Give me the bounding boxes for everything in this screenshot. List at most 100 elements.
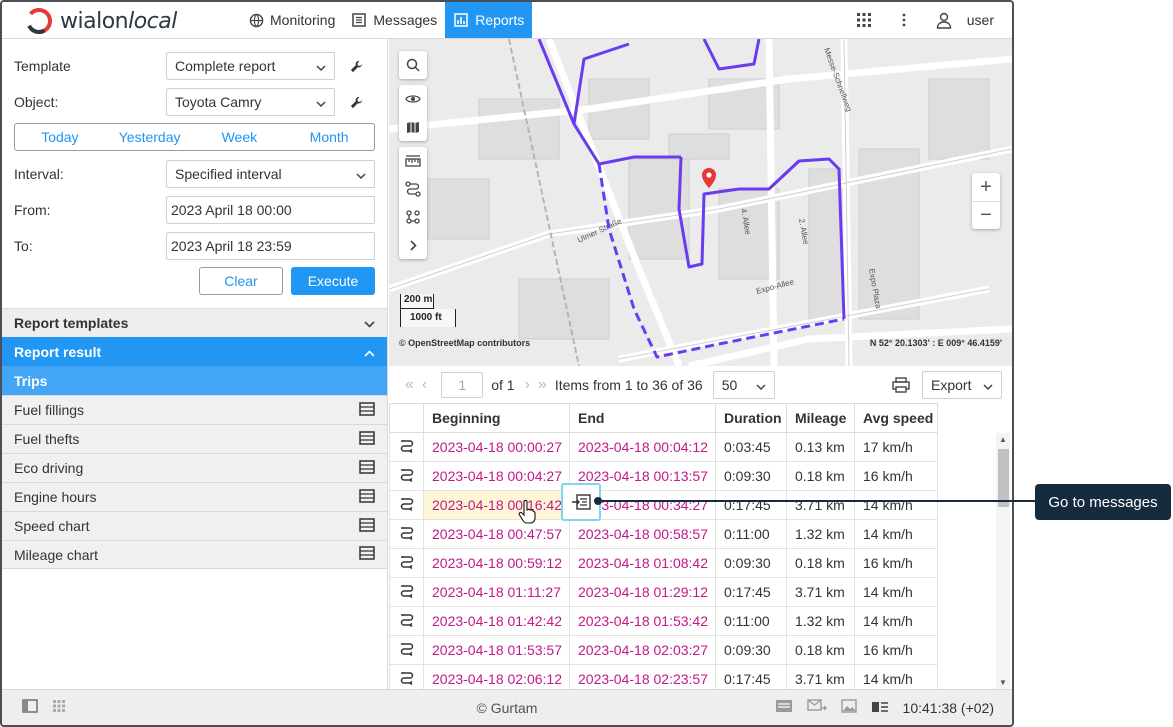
cell-beginning[interactable]: 2023-04-18 00:47:57 <box>423 519 570 549</box>
report-templates-header[interactable]: Report templates <box>2 308 387 337</box>
table-row[interactable]: 2023-04-18 00:59:12 2023-04-18 01:08:42 0:… <box>389 548 938 578</box>
trip-icon[interactable] <box>389 519 424 549</box>
report-result-header[interactable]: Report result <box>2 337 387 366</box>
cell-beginning[interactable]: 2023-04-18 00:04:27 <box>423 461 570 491</box>
cell-beginning[interactable]: 2023-04-18 01:53:57 <box>423 635 570 665</box>
page-input[interactable]: 1 <box>441 371 484 398</box>
cell-end[interactable]: 2023-04-18 01:53:42 <box>569 606 716 636</box>
eye-icon[interactable] <box>399 85 427 113</box>
last-page-icon[interactable]: » <box>537 375 547 393</box>
table-scrollbar[interactable]: ▲ ▼ <box>996 433 1010 689</box>
sidebar-toggle-icon[interactable] <box>22 699 38 716</box>
table-row[interactable]: 2023-04-18 01:42:42 2023-04-18 01:53:42 0:… <box>389 606 938 636</box>
tooltip-leader-line <box>598 500 1035 502</box>
report-item-eco-driving[interactable]: Eco driving <box>2 453 387 482</box>
table-view-icon[interactable] <box>359 488 375 506</box>
report-item-speed-chart[interactable]: Speed chart <box>2 511 387 540</box>
report-item-fuel-fillings[interactable]: Fuel fillings <box>2 395 387 424</box>
user-menu[interactable]: user <box>935 11 994 29</box>
print-icon[interactable] <box>889 374 913 396</box>
trip-icon[interactable] <box>389 461 424 491</box>
scroll-thumb[interactable] <box>998 449 1009 507</box>
table-view-icon[interactable] <box>359 430 375 448</box>
column-header-duration[interactable]: Duration <box>715 403 787 433</box>
ruler-icon[interactable] <box>399 147 427 175</box>
table-view-icon[interactable] <box>359 517 375 535</box>
notifications-icon[interactable] <box>775 699 793 716</box>
column-header-mileage[interactable]: Mileage <box>786 403 855 433</box>
cell-beginning[interactable]: 2023-04-18 00:16:42 <box>423 490 570 520</box>
cell-beginning[interactable]: 2023-04-18 00:00:27 <box>423 432 570 462</box>
report-item-engine-hours[interactable]: Engine hours <box>2 482 387 511</box>
first-page-icon[interactable]: « <box>405 375 414 393</box>
report-item-fuel-thefts[interactable]: Fuel thefts <box>2 424 387 453</box>
cell-beginning[interactable]: 2023-04-18 00:59:12 <box>423 548 570 578</box>
today-button[interactable]: Today <box>41 129 79 145</box>
per-page-select[interactable]: 50 <box>712 370 775 399</box>
cell-end[interactable]: 2023-04-18 00:58:57 <box>569 519 716 549</box>
route-icon[interactable] <box>399 175 427 203</box>
nav-messages[interactable]: Messages <box>343 2 445 38</box>
next-page-icon[interactable]: › <box>524 375 530 393</box>
yesterday-button[interactable]: Yesterday <box>118 129 181 145</box>
trip-icon[interactable] <box>389 432 424 462</box>
to-field[interactable]: 2023 April 18 23:59 <box>166 232 375 260</box>
map-search-icon[interactable] <box>399 51 427 79</box>
from-field[interactable]: 2023 April 18 00:00 <box>166 196 375 224</box>
map-layers-icon[interactable] <box>399 113 427 141</box>
execute-button[interactable]: Execute <box>291 267 375 295</box>
cell-end[interactable]: 2023-04-18 01:29:12 <box>569 577 716 607</box>
table-view-icon[interactable] <box>359 546 375 563</box>
object-select[interactable]: Toyota Camry <box>166 88 335 116</box>
image-icon[interactable] <box>840 699 857 716</box>
wrench-icon[interactable] <box>341 52 371 80</box>
report-item-trips[interactable]: Trips <box>2 366 387 395</box>
week-button[interactable]: Week <box>221 129 258 145</box>
cell-end[interactable]: 2023-04-18 02:03:27 <box>569 635 716 665</box>
nav-monitoring[interactable]: Monitoring <box>240 2 343 38</box>
table-view-icon[interactable] <box>359 401 375 419</box>
table-row[interactable]: 2023-04-18 00:16:42 2023-04-18 00:34:27 0:… <box>389 490 938 520</box>
more-menu-icon[interactable] <box>895 11 913 29</box>
report-item-mileage-chart[interactable]: Mileage chart <box>2 540 387 569</box>
waypoints-icon[interactable] <box>399 203 427 231</box>
wrench-icon[interactable] <box>341 88 371 116</box>
cell-end[interactable]: 2023-04-18 00:04:12 <box>569 432 716 462</box>
export-select[interactable]: Export <box>922 371 1002 399</box>
table-row[interactable]: 2023-04-18 01:11:27 2023-04-18 01:29:12 0:… <box>389 577 938 607</box>
location-pin-icon[interactable] <box>702 168 716 188</box>
zoom-out-button[interactable]: − <box>972 201 1000 229</box>
interval-select[interactable]: Specified interval <box>166 160 375 188</box>
nav-reports[interactable]: Reports <box>445 2 533 38</box>
cell-end[interactable]: 2023-04-18 01:08:42 <box>569 548 716 578</box>
clear-button[interactable]: Clear <box>199 267 283 295</box>
column-header-end[interactable]: End <box>569 403 716 433</box>
trip-icon[interactable] <box>389 490 424 520</box>
cell-beginning[interactable]: 2023-04-18 01:11:27 <box>423 577 570 607</box>
table-view-icon[interactable] <box>359 459 375 477</box>
month-button[interactable]: Month <box>309 129 349 145</box>
trip-icon[interactable] <box>389 635 424 665</box>
chevron-right-icon[interactable] <box>399 231 427 259</box>
trip-icon[interactable] <box>389 548 424 578</box>
table-row[interactable]: 2023-04-18 00:47:57 2023-04-18 00:58:57 0:… <box>389 519 938 549</box>
column-header-beginning[interactable]: Beginning <box>423 403 570 433</box>
scroll-up-icon[interactable]: ▲ <box>999 435 1007 444</box>
scroll-down-icon[interactable]: ▼ <box>999 678 1007 687</box>
unit-panel-icon[interactable] <box>871 700 889 716</box>
table-row[interactable]: 2023-04-18 01:53:57 2023-04-18 02:03:27 0:… <box>389 635 938 665</box>
grid-layout-icon[interactable] <box>52 699 66 716</box>
zoom-in-button[interactable]: + <box>980 175 992 198</box>
apps-grid-icon[interactable] <box>855 11 873 29</box>
trip-icon[interactable] <box>389 577 424 607</box>
trip-icon[interactable] <box>389 606 424 636</box>
map-view[interactable]: Ulmer Straße Expo-Allee 4. Allee 2. Alle… <box>389 39 1012 366</box>
table-row[interactable]: 2023-04-18 00:04:27 2023-04-18 00:13:57 0:… <box>389 461 938 491</box>
table-row[interactable]: 2023-04-18 00:00:27 2023-04-18 00:04:12 0:… <box>389 432 938 462</box>
cell-beginning[interactable]: 2023-04-18 01:42:42 <box>423 606 570 636</box>
column-header-avg-speed[interactable]: Avg speed <box>854 403 938 433</box>
cell-end[interactable]: 2023-04-18 00:13:57 <box>569 461 716 491</box>
prev-page-icon[interactable]: ‹ <box>421 375 428 393</box>
mail-forward-icon[interactable] <box>806 699 828 716</box>
template-select[interactable]: Complete report <box>166 52 335 80</box>
